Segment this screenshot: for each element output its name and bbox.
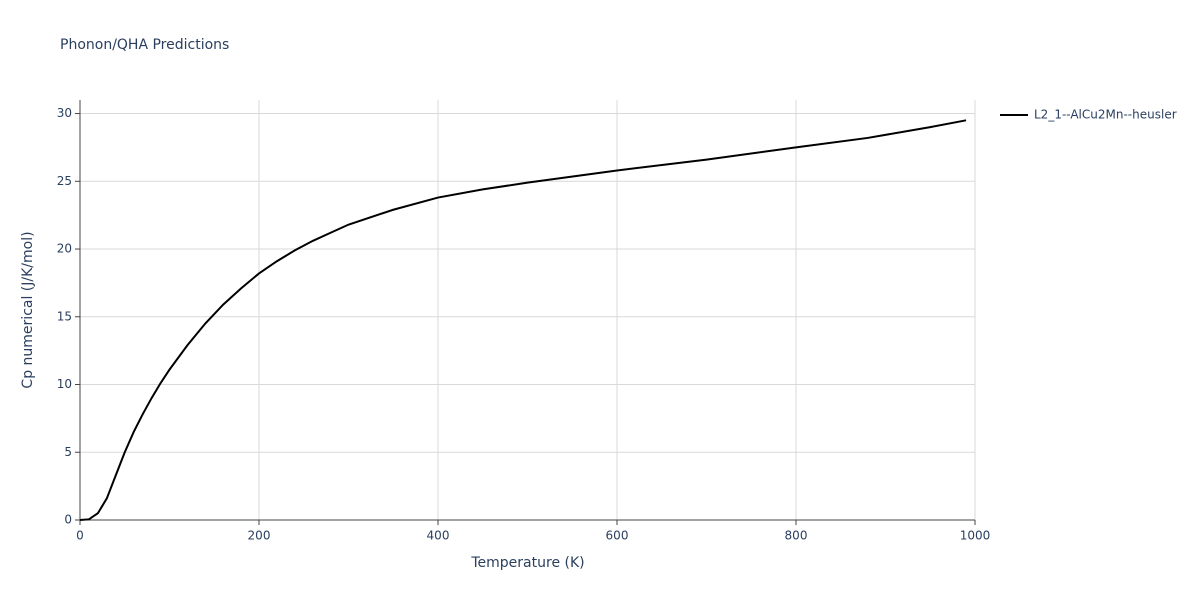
- x-tick-label: 600: [606, 529, 629, 543]
- x-tick-label: 0: [76, 529, 84, 543]
- chart-title: Phonon/QHA Predictions: [60, 37, 229, 53]
- y-tick-label: 25: [57, 174, 72, 188]
- y-tick-label: 5: [64, 445, 72, 459]
- data-line: [79, 119, 967, 521]
- y-tick-label: 10: [57, 377, 72, 391]
- y-tick-label: 20: [57, 242, 72, 256]
- x-tick-label: 1000: [960, 529, 991, 543]
- y-axis-label: Cp numerical (J/K/mol): [20, 231, 36, 388]
- y-tick-label: 0: [64, 513, 72, 527]
- x-tick-label: 800: [785, 529, 808, 543]
- x-tick-label: 200: [248, 529, 271, 543]
- x-tick-label: 400: [427, 529, 450, 543]
- y-tick-label: 30: [57, 106, 72, 120]
- x-axis-label: Temperature (K): [470, 555, 584, 571]
- y-tick-label: 15: [57, 309, 72, 323]
- legend-label: L2_1--AlCu2Mn--heusler: [1034, 108, 1177, 122]
